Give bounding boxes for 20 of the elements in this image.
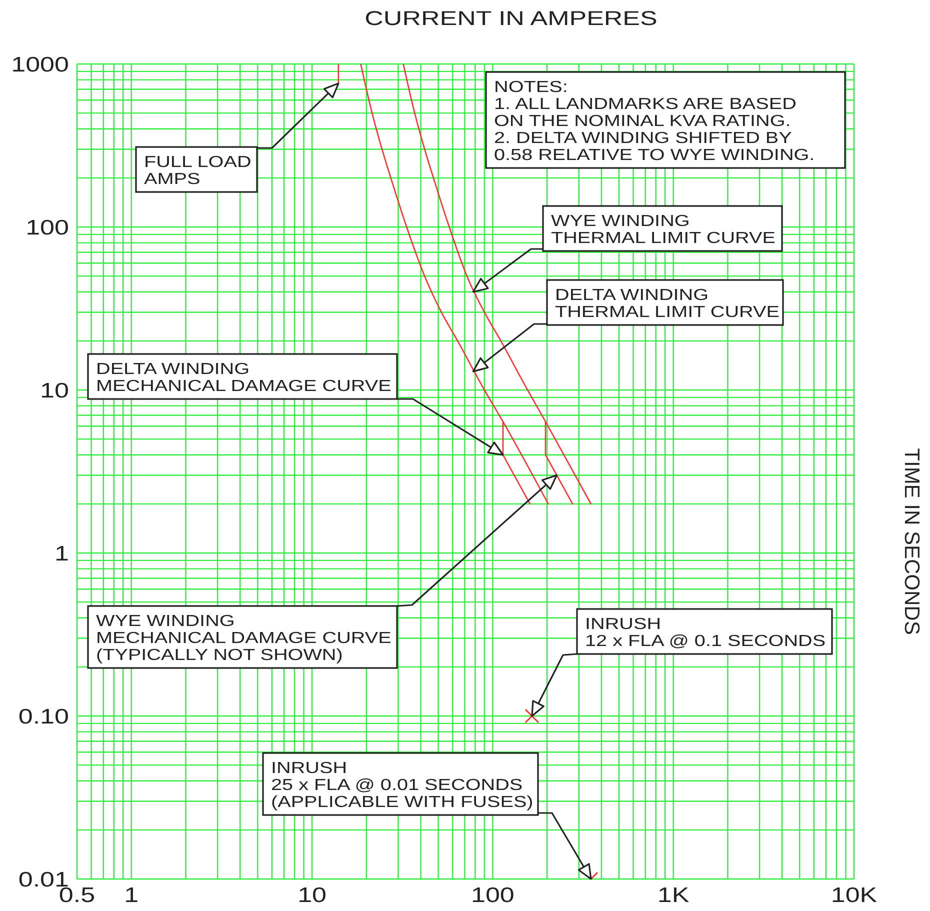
annotation: WYE WINDING MECHANICAL DAMAGE CURVE (TYPICALLY NOT SHOWN) [96,612,392,664]
x-tick-label: 1K [657,884,690,908]
x-axis-title: CURRENT IN AMPERES [364,6,658,30]
y-tick-label: 10 [40,380,69,403]
annotation: FULL LOAD AMPS [144,152,252,188]
y-tick-label: 1000 [11,54,69,77]
y-tick-label: 100 [26,216,69,240]
annotation: DELTA WINDING THERMAL LIMIT CURVE [555,286,780,321]
x-tick-label: 100 [470,884,514,908]
x-tick-label: 10K [830,884,878,908]
annotation: WYE WINDING THERMAL LIMIT CURVE [551,212,776,247]
x-tick-label: 10 [298,884,327,908]
y-axis-title: TIME IN SECONDS [900,448,923,635]
x-tick-label: 1 [124,884,139,908]
annotation: DELTA WINDING MECHANICAL DAMAGE CURVE [96,360,392,395]
annotation: INRUSH 25 x FLA @ 0.01 SECONDS (APPLICABLE WITH FUSES) [271,758,534,811]
annotation: NOTES: 1. ALL LANDMARKS ARE BASED ON THE NOMINAL KVA RATING. 2. DELTA WINDING SHIFTED BY 0.58 RELATIVE TO WYE WINDING. [494,78,815,164]
annotation: INRUSH 12 x FLA @ 0.1 SECONDS [585,614,826,650]
y-tick-label: 1 [54,542,69,566]
y-tick-label: 0.10 [18,706,69,729]
